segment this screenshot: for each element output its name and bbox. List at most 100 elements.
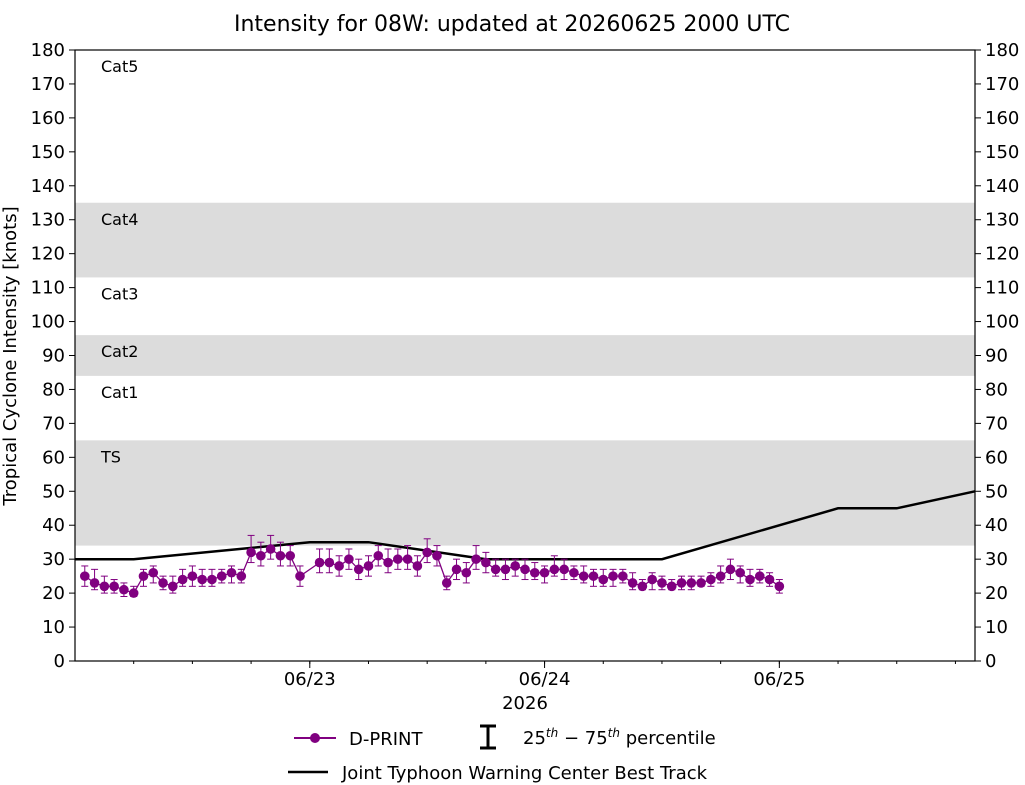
- y-tick-label-left: 180: [31, 40, 65, 61]
- y-axis-left: 0 10 20 30 40 50 60 70 80 90 100 110 120 130 140 150 160…: [31, 40, 75, 672]
- dprint-point: [559, 564, 569, 575]
- y-tick-label-right: 80: [985, 379, 1008, 400]
- x-tick-label: 06/23: [284, 669, 336, 690]
- y-tick-label-left: 130: [31, 210, 65, 231]
- dprint-point: [715, 571, 726, 581]
- dprint-point: [471, 554, 481, 564]
- legend: D-PRINT 25th − 75th percentile Joint Typ…: [288, 724, 716, 784]
- dprint-point: [627, 578, 638, 588]
- chart-title: Intensity for 08W: updated at 20260625 2…: [234, 12, 790, 37]
- y-tick-label-left: 10: [42, 617, 65, 638]
- dprint-point: [383, 557, 393, 568]
- dprint-point: [666, 581, 677, 592]
- dprint-point: [764, 574, 775, 585]
- dprint-point: [109, 581, 119, 592]
- dprint-point: [353, 564, 364, 575]
- y-tick-label-left: 90: [42, 346, 65, 367]
- dprint-point: [187, 571, 198, 581]
- dprint-point: [119, 584, 129, 595]
- band-label-cat4: Cat4: [101, 210, 138, 229]
- dprint-point: [373, 550, 384, 561]
- y-tick-label-right: 140: [985, 176, 1019, 197]
- dprint-point: [393, 554, 403, 564]
- dprint-point: [265, 544, 276, 554]
- dprint-point: [745, 574, 755, 585]
- y-tick-label-right: 100: [985, 312, 1019, 333]
- y-tick-label-left: 50: [42, 481, 65, 502]
- dprint-point: [295, 571, 305, 581]
- y-tick-label-right: 40: [985, 515, 1008, 536]
- dprint-point: [725, 564, 736, 575]
- y-axis-title: Tropical Cyclone Intensity [knots]: [0, 206, 21, 506]
- y-tick-label-left: 80: [42, 379, 65, 400]
- y-tick-label-right: 160: [985, 108, 1019, 129]
- dprint-point: [754, 571, 765, 581]
- dprint-point: [158, 578, 168, 588]
- dprint-point: [99, 581, 110, 592]
- x-tick-label: 06/24: [519, 669, 571, 690]
- y-tick-label-right: 60: [985, 447, 1008, 468]
- band-label-ts: TS: [100, 447, 121, 466]
- y-tick-label-left: 150: [31, 142, 65, 163]
- dprint-point: [490, 564, 501, 575]
- dprint-point: [128, 588, 139, 598]
- y-tick-label-left: 20: [42, 583, 65, 604]
- dprint-point: [236, 571, 247, 581]
- y-axis-right: 0 10 20 30 40 50 60 70 80 90 100 110 120 130 140 150 160…: [975, 40, 1019, 672]
- legend-percentile-label: 25th − 75th percentile: [523, 726, 716, 749]
- dprint-point: [216, 571, 227, 581]
- band-cat4: [75, 202, 975, 278]
- dprint-point: [510, 561, 521, 571]
- dprint-point: [637, 581, 648, 592]
- band-cat2: [75, 335, 975, 376]
- y-tick-label-left: 100: [31, 312, 65, 333]
- y-tick-label-left: 110: [31, 278, 65, 299]
- y-tick-label-right: 30: [985, 549, 1008, 570]
- dprint-point: [451, 564, 462, 575]
- dprint-point: [676, 578, 687, 588]
- legend-dprint-marker-swatch: [310, 733, 320, 743]
- dprint-point: [207, 574, 217, 585]
- y-tick-label-right: 10: [985, 617, 1008, 638]
- dprint-point: [79, 571, 90, 581]
- y-tick-label-left: 70: [42, 413, 65, 434]
- dprint-point: [569, 567, 579, 578]
- y-tick-label-left: 120: [31, 244, 65, 265]
- dprint-point: [774, 581, 785, 592]
- legend-best-track-label: Joint Typhoon Warning Center Best Track: [341, 763, 708, 784]
- category-band-labels: TS Cat1 Cat2 Cat3 Cat4 Cat5: [100, 57, 138, 466]
- dprint-point: [500, 564, 511, 575]
- y-tick-label-right: 20: [985, 583, 1008, 604]
- dprint-point: [735, 567, 746, 578]
- band-label-cat5: Cat5: [101, 57, 138, 76]
- dprint-point: [226, 567, 237, 578]
- x-tick-label: 06/25: [753, 669, 805, 690]
- y-tick-label-right: 170: [985, 74, 1019, 95]
- dprint-point: [324, 557, 335, 568]
- dprint-point: [598, 574, 609, 585]
- dprint-point: [285, 550, 296, 561]
- band-label-cat3: Cat3: [101, 284, 138, 303]
- dprint-point: [549, 564, 560, 575]
- y-tick-label-right: 150: [985, 142, 1019, 163]
- band-label-cat2: Cat2: [101, 342, 138, 361]
- legend-dprint-label: D-PRINT: [349, 729, 423, 750]
- y-tick-label-left: 0: [54, 651, 65, 672]
- legend-percentile-swatch: [480, 724, 496, 750]
- band-ts: [75, 440, 975, 546]
- dprint-point: [412, 561, 423, 571]
- dprint-point: [363, 561, 374, 571]
- dprint-point: [657, 578, 667, 588]
- dprint-point: [314, 557, 325, 568]
- y-tick-label-left: 160: [31, 108, 65, 129]
- y-tick-label-left: 170: [31, 74, 65, 95]
- dprint-point: [275, 550, 286, 561]
- dprint-point: [402, 554, 413, 564]
- dprint-point: [539, 567, 550, 578]
- x-axis: 06/23 06/24 06/25: [133, 661, 956, 690]
- y-tick-label-right: 70: [985, 413, 1008, 434]
- dprint-point: [177, 574, 188, 585]
- dprint-point: [706, 574, 716, 585]
- dprint-point: [344, 554, 354, 564]
- y-tick-label-right: 180: [985, 40, 1019, 61]
